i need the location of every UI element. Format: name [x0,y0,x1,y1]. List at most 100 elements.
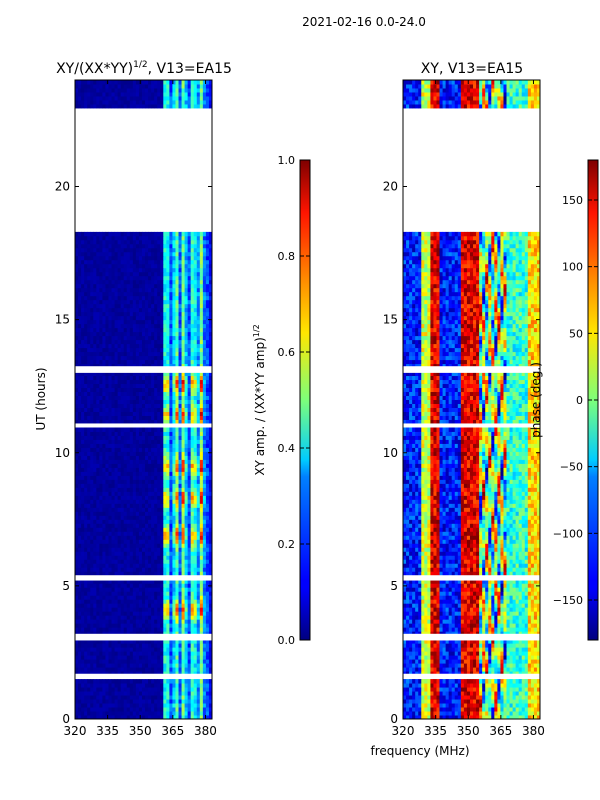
amplitude-cell [141,351,146,357]
amplitude-cell [154,543,158,548]
amplitude-cell [96,327,100,333]
amplitude-cell [120,451,125,456]
amplitude-cell [99,555,103,560]
amplitude-cell [114,323,119,329]
amplitude-cell [84,407,88,412]
amplitude-cell [145,435,149,440]
amplitude-cell [105,667,109,672]
amplitude-cell [108,703,113,708]
amplitude-cell [172,271,176,277]
amplitude-cell [205,435,210,440]
amplitude-cell [169,427,173,432]
amplitude-cell [132,703,137,708]
amplitude-cell [141,647,146,652]
amplitude-cell [93,611,97,616]
amplitude-cell [78,571,82,576]
amplitude-cell [84,539,88,544]
amplitude-cell [126,331,131,337]
amplitude-cell [141,375,146,381]
amplitude-cell [181,503,186,508]
amplitude-cell [108,455,113,460]
amplitude-cell [148,595,152,600]
amplitude-cell [126,699,131,704]
amplitude-cell [84,535,88,540]
amplitude-cell [135,587,140,592]
amplitude-cell [151,371,155,377]
amplitude-cell [99,551,103,556]
amplitude-cell [193,323,198,329]
amplitude-cell [138,491,143,496]
amplitude-cell [105,663,109,668]
amplitude-cell [181,267,186,273]
amplitude-cell [96,283,100,289]
amplitude-cell [202,355,207,361]
amplitude-cell [111,455,116,460]
amplitude-cell [93,547,97,552]
amplitude-cell [96,631,100,636]
amplitude-cell [108,647,113,652]
amplitude-cell [81,331,85,337]
amplitude-cell [126,279,131,285]
amplitude-cell [184,691,189,696]
amplitude-cell [108,371,113,377]
amplitude-cell [181,563,186,568]
amplitude-cell [120,347,125,353]
amplitude-cell [184,595,189,600]
amplitude-cell [145,283,149,289]
amplitude-cell [184,435,189,440]
amplitude-cell [135,631,140,636]
amplitude-cell [132,627,137,632]
amplitude-cell [96,571,100,576]
amplitude-cell [129,519,134,524]
amplitude-cell [166,255,170,261]
amplitude-cell [172,307,176,313]
amplitude-cell [81,475,85,480]
amplitude-cell [111,415,116,420]
amplitude-cell [93,371,97,377]
amplitude-cell [138,523,143,528]
amplitude-cell [141,295,146,301]
amplitude-cell [99,639,103,644]
amplitude-cell [187,311,192,317]
amplitude-cell [157,419,161,424]
amplitude-cell [111,463,116,468]
amplitude-cell [75,415,79,420]
amplitude-cell [208,567,212,572]
amplitude-cell [132,415,137,420]
amplitude-cell [175,603,180,608]
amplitude-cell [151,399,155,404]
amplitude-cell [93,327,97,333]
amplitude-cell [151,339,155,345]
amplitude-cell [78,663,82,668]
amplitude-cell [78,623,82,628]
amplitude-cell [87,415,91,420]
amplitude-cell [163,539,167,544]
amplitude-cell [93,379,97,385]
amplitude-cell [87,431,91,436]
amplitude-cell [190,407,195,412]
amplitude-cell [90,579,94,584]
amplitude-cell [78,503,82,508]
amplitude-cell [96,475,100,480]
amplitude-cell [108,291,113,297]
amplitude-cell [190,439,195,444]
amplitude-cell [96,587,100,592]
amplitude-cell [84,511,88,516]
amplitude-cell [181,695,186,700]
amplitude-cell [114,515,119,520]
amplitude-cell [105,351,109,357]
amplitude-cell [148,483,152,488]
amplitude-cell [99,515,103,520]
amplitude-cell [75,487,79,492]
amplitude-cell [111,355,116,361]
amplitude-cell [96,659,100,664]
amplitude-cell [148,439,152,444]
amplitude-cell [175,571,180,576]
amplitude-cell [84,667,88,672]
amplitude-cell [117,699,122,704]
amplitude-cell [135,411,140,416]
amplitude-cell [190,431,195,436]
amplitude-cell [178,707,183,712]
amplitude-cell [102,323,106,329]
amplitude-cell [99,699,103,704]
